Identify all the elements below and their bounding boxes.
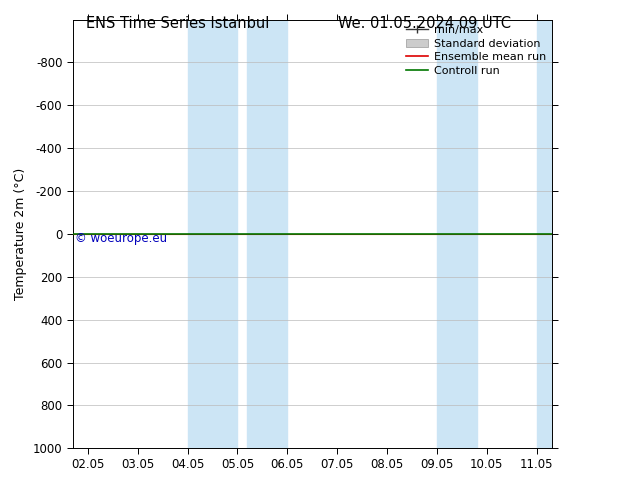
Text: ENS Time Series Istanbul: ENS Time Series Istanbul [86, 16, 269, 31]
Bar [437, 20, 477, 448]
Text: We. 01.05.2024 09 UTC: We. 01.05.2024 09 UTC [339, 16, 511, 31]
Y-axis label: Temperature 2m (°C): Temperature 2m (°C) [15, 168, 27, 300]
Bar [247, 20, 287, 448]
Bar [188, 20, 238, 448]
Legend: min/max, Standard deviation, Ensemble mean run, Controll run: min/max, Standard deviation, Ensemble me… [406, 25, 546, 75]
Text: © woeurope.eu: © woeurope.eu [75, 232, 167, 245]
Bar [536, 20, 571, 448]
